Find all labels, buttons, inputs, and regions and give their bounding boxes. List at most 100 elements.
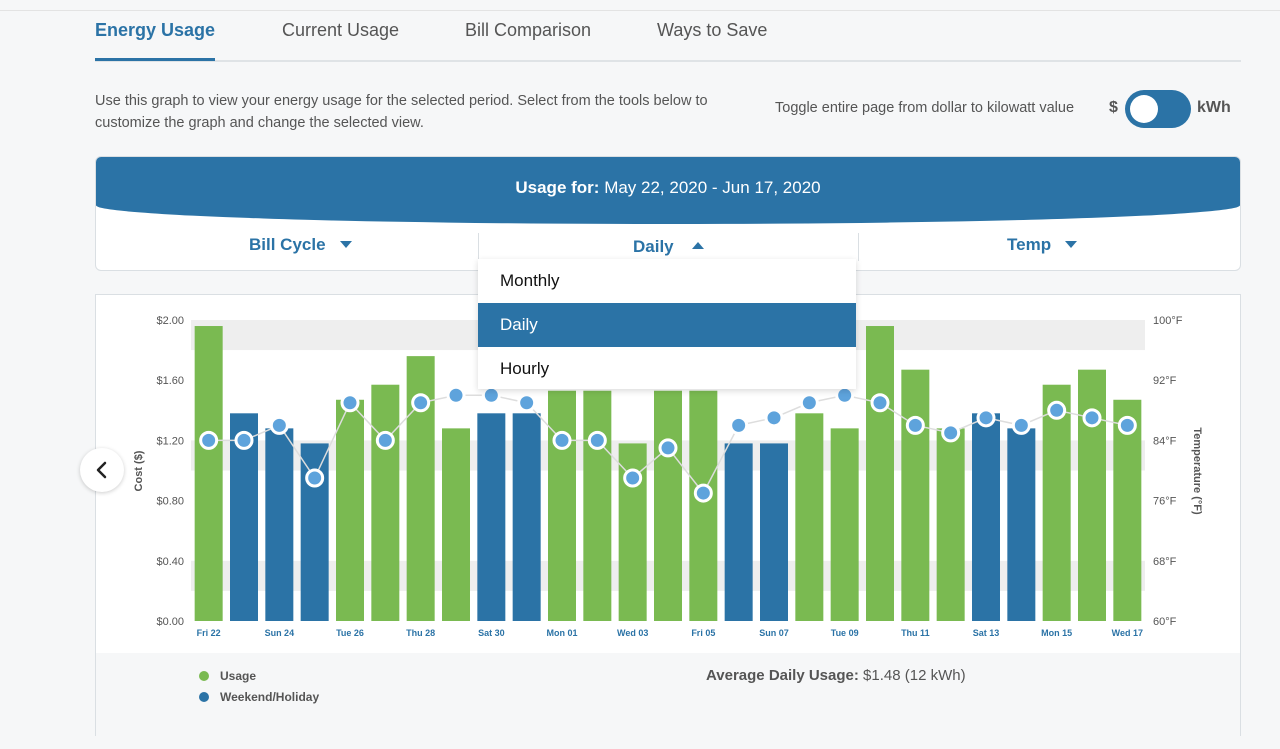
average-value: $1.48 (12 kWh) — [863, 667, 966, 684]
x-tick-label: Sat 13 — [973, 628, 1000, 638]
y2-tick-label: 68°F — [1153, 556, 1177, 568]
chevron-down-icon — [1065, 241, 1078, 248]
y-tick-label: $0.80 — [156, 496, 184, 508]
dropdown-option-monthly[interactable]: Monthly — [500, 271, 560, 290]
toggle-knob — [1130, 95, 1158, 123]
dropdown-option-daily[interactable]: Daily — [478, 303, 856, 347]
weekend-bar — [760, 443, 788, 621]
weekend-bar — [1007, 428, 1036, 621]
usage-bar — [689, 390, 718, 621]
toggle-kwh-label: kWh — [1197, 99, 1231, 116]
usage-period-banner: Usage for: May 22, 2020 - Jun 17, 2020 — [96, 157, 1240, 224]
legend-usage: Usage — [220, 669, 257, 683]
chevron-down-icon — [339, 241, 352, 248]
y-tick-label: $2.00 — [156, 315, 184, 327]
temperature-point — [1011, 415, 1031, 435]
temperature-point — [375, 430, 395, 450]
temperature-point — [976, 408, 996, 428]
usage-bar — [1113, 399, 1142, 621]
toggle-dollar-label: $ — [1109, 99, 1118, 116]
temp-selector[interactable]: Temp — [1007, 235, 1078, 255]
y-axis-title: Cost ($) — [133, 450, 145, 491]
previous-period-button[interactable] — [80, 448, 124, 492]
temp-label: Temp — [1007, 235, 1052, 254]
selector-divider — [858, 233, 859, 261]
temperature-point — [623, 468, 643, 488]
temperature-point — [234, 430, 254, 450]
usage-bar — [442, 428, 470, 621]
chart-footer: Usage Weekend/Holiday Average Daily Usag… — [96, 653, 1240, 737]
y2-tick-label: 76°F — [1153, 496, 1177, 508]
tab-ways-to-save[interactable]: Ways to Save — [657, 20, 768, 40]
temperature-point — [905, 415, 925, 435]
tab-bill-comparison[interactable]: Bill Comparison — [465, 20, 592, 40]
active-tab-indicator — [95, 58, 215, 61]
temperature-point — [870, 393, 890, 413]
usage-bar — [194, 326, 223, 621]
y-tick-label: $1.20 — [156, 435, 184, 447]
selector-divider — [478, 233, 479, 261]
period-selector[interactable]: Daily — [633, 237, 704, 257]
x-tick-label: Fri 05 — [691, 628, 715, 638]
dollar-kwh-toggle[interactable] — [1125, 90, 1191, 128]
x-tick-label: Tue 09 — [831, 628, 859, 638]
usage-bar — [371, 384, 400, 621]
average-daily-usage: Average Daily Usage: $1.48 (12 kWh) — [706, 667, 966, 684]
x-tick-label: Mon 15 — [1041, 628, 1072, 638]
temperature-point — [658, 438, 678, 458]
usage-date-range: May 22, 2020 - Jun 17, 2020 — [604, 178, 821, 197]
temperature-point — [305, 468, 325, 488]
usage-bar — [654, 390, 682, 621]
temperature-point — [411, 393, 431, 413]
temperature-point — [799, 393, 819, 413]
tab-energy-usage[interactable]: Energy Usage — [95, 20, 216, 40]
temperature-point — [764, 408, 784, 428]
usage-bar — [583, 390, 612, 621]
usage-period-card: Usage for: May 22, 2020 - Jun 17, 2020 B… — [95, 156, 1241, 271]
usage-for-label: Usage for: — [515, 178, 600, 197]
temperature-point — [340, 393, 360, 413]
x-tick-label: Wed 17 — [1112, 628, 1143, 638]
top-divider — [0, 10, 1280, 11]
y-tick-label: $0.40 — [156, 556, 184, 568]
usage-bar — [1042, 384, 1071, 621]
toggle-label: Toggle entire page from dollar to kilowa… — [775, 100, 1075, 116]
usage-bar — [548, 390, 576, 621]
usage-bar — [901, 369, 930, 621]
y-tick-label: $0.00 — [156, 616, 184, 628]
y2-tick-label: 60°F — [1153, 616, 1177, 628]
dropdown-option-hourly[interactable]: Hourly — [500, 359, 550, 378]
legend-weekend-holiday: Weekend/Holiday — [220, 690, 320, 704]
temperature-point — [1047, 400, 1067, 420]
tab-current-usage[interactable]: Current Usage — [282, 20, 400, 40]
usage-chart: $0.00 $0.40 $0.80 $1.20 $1.60 $2.00 60°F 68°F 76… — [133, 315, 1203, 638]
usage-bar — [1078, 369, 1106, 621]
usage-bar — [795, 413, 824, 621]
x-tick-label: Sat 30 — [478, 628, 505, 638]
period-dropdown-menu: Monthly Daily Hourly — [478, 259, 856, 389]
usage-chart-card: $0.00 $0.40 $0.80 $1.20 $1.60 $2.00 60°F 68°F 76… — [95, 294, 1241, 737]
period-label: Daily — [633, 237, 674, 256]
x-tick-label: Thu 28 — [406, 628, 435, 638]
chevron-up-icon — [691, 242, 704, 249]
chevron-left-icon — [96, 461, 107, 479]
x-tick-label: Tue 26 — [336, 628, 364, 638]
x-tick-label: Sun 24 — [265, 628, 295, 638]
tab-bar: Energy Usage Current Usage Bill Comparis… — [95, 0, 1241, 62]
bill-cycle-label: Bill Cycle — [249, 235, 326, 254]
page-description: Use this graph to view your energy usage… — [95, 93, 708, 131]
usage-bar — [866, 326, 894, 621]
bill-cycle-selector[interactable]: Bill Cycle — [249, 235, 352, 255]
usage-bar — [936, 428, 965, 621]
weekend-legend-swatch — [199, 692, 209, 702]
x-tick-label: Thu 11 — [901, 628, 930, 638]
weekend-bar — [477, 413, 506, 621]
temperature-point — [199, 430, 219, 450]
y-tick-label: $1.60 — [156, 375, 184, 387]
temperature-point — [517, 393, 537, 413]
y2-axis-title: Temperature (°F) — [1191, 427, 1203, 515]
weekend-bar — [972, 413, 1000, 621]
usage-legend-swatch — [199, 671, 209, 681]
usage-bar — [830, 428, 859, 621]
y2-tick-label: 100°F — [1153, 315, 1183, 327]
